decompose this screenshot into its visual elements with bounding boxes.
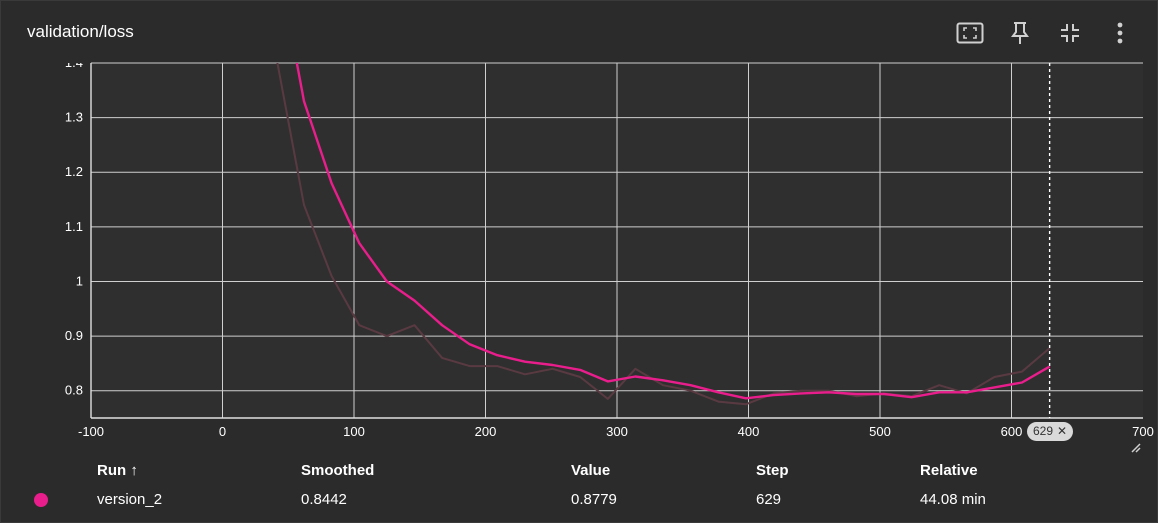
- close-icon[interactable]: ✕: [1057, 424, 1068, 438]
- x-tick-label: 300: [606, 424, 628, 439]
- more-vert-icon: [1117, 22, 1123, 44]
- y-tick-label: 0.9: [65, 328, 83, 343]
- y-tick-label: 1.1: [65, 219, 83, 234]
- x-tick-label: 700: [1132, 424, 1154, 439]
- y-tick-label: 1.3: [65, 110, 83, 125]
- card-toolbar: [945, 17, 1145, 49]
- hover-step-badge[interactable]: 629 ✕: [1027, 422, 1074, 441]
- resize-handle-icon[interactable]: [1131, 443, 1141, 453]
- y-tick-label: 0.8: [65, 383, 83, 398]
- series-layer: [276, 63, 1051, 406]
- header-run[interactable]: Run ↑: [97, 462, 138, 479]
- line-chart[interactable]: -100 0 100 200 300 400 500 600 700 0.8 0.9 1 1.1 1.2 1…: [1, 1, 1158, 453]
- pin-button[interactable]: [995, 17, 1045, 49]
- y-tick-label: 1.2: [65, 164, 83, 179]
- tick-labels: -100 0 100 200 300 400 500 600 700 0.8 0.9 1 1.1 1.2 1…: [65, 55, 1154, 439]
- cell-smoothed: 0.8442: [301, 491, 347, 508]
- y-tick-label: 1: [76, 273, 83, 288]
- pin-icon: [1011, 22, 1029, 44]
- cell-step: 629: [756, 491, 782, 508]
- header-step[interactable]: Step: [756, 462, 789, 479]
- collapse-button[interactable]: [1045, 17, 1095, 49]
- x-tick-label: 500: [869, 424, 891, 439]
- fit-domain-icon: [956, 22, 984, 44]
- x-tick-label: -100: [78, 424, 104, 439]
- cell-relative: 44.08 min: [920, 491, 986, 508]
- cell-value: 0.8779: [571, 491, 617, 508]
- x-tick-label: 200: [475, 424, 497, 439]
- run-color-dot: [34, 493, 48, 507]
- axes: [90, 63, 1143, 419]
- card-title: validation/loss: [27, 22, 134, 41]
- series-line-smoothed: [295, 63, 1051, 400]
- x-tick-label: 400: [738, 424, 760, 439]
- cell-run: version_2: [97, 491, 163, 508]
- header-smoothed[interactable]: Smoothed: [301, 462, 375, 479]
- collapse-icon: [1061, 24, 1079, 42]
- more-options-button[interactable]: [1095, 17, 1145, 49]
- x-tick-label: 100: [343, 424, 365, 439]
- grid: [91, 62, 1143, 418]
- fit-domain-button[interactable]: [945, 17, 995, 49]
- y-tick-label: 1.4: [65, 55, 83, 70]
- header-relative[interactable]: Relative: [920, 462, 978, 479]
- x-tick-label: 600: [1001, 424, 1023, 439]
- series-line-raw: [276, 63, 1051, 406]
- header-value[interactable]: Value: [571, 462, 611, 479]
- hover-step-label: 629: [1033, 424, 1054, 438]
- x-tick-label: 0: [219, 424, 226, 439]
